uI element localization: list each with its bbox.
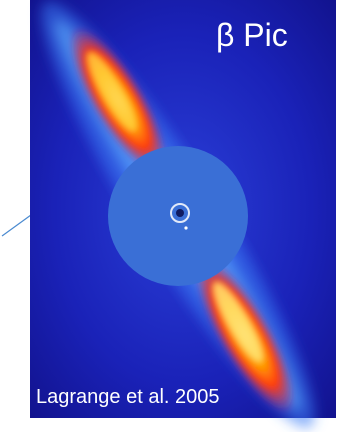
astro-image [12,0,339,432]
figure: β Pic Lagrange et al. 2005 [0,0,339,432]
image-title: β Pic [216,17,288,53]
planet-dot [184,226,187,229]
star-center [176,209,184,217]
image-credit: Lagrange et al. 2005 [36,386,220,408]
page: β Pic Lagrange et al. 2005 (() => { cons… [0,0,339,432]
